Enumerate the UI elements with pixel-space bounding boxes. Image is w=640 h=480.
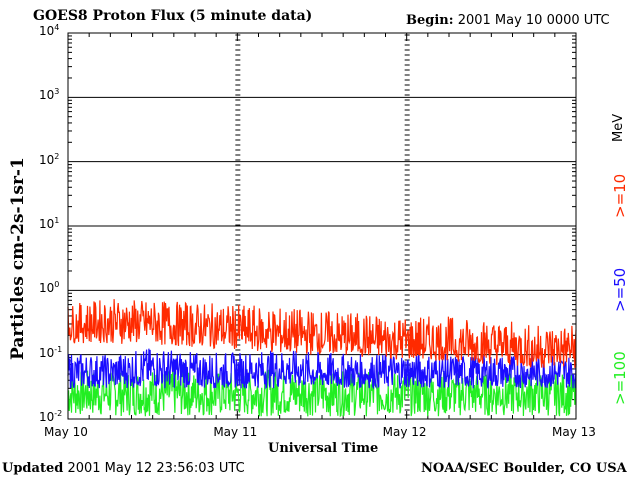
y-tick-base: 10: [39, 24, 55, 38]
series-line-10: [67, 299, 577, 368]
series-line-50: [67, 348, 577, 390]
legend-item: >=50: [611, 267, 629, 312]
y-tick-exponent: 3: [54, 87, 60, 97]
y-tick-exponent: -2: [54, 409, 63, 418]
series-layer: [67, 299, 577, 418]
y-tick-label: 104: [39, 23, 59, 38]
y-tick-base: 10: [39, 345, 55, 360]
x-tick-label: May 10: [44, 425, 88, 439]
y-tick-base: 10: [39, 410, 55, 424]
chart-title: GOES8 Proton Flux (5 minute data): [33, 8, 313, 24]
legend-item: >=10: [611, 173, 629, 218]
y-tick-exponent: 4: [54, 23, 60, 32]
y-tick-label: 101: [39, 216, 59, 231]
y-tick-label: 102: [39, 152, 59, 167]
y-tick-base: 10: [39, 152, 55, 167]
updated-value: 2001 May 12 23:56:03 UTC: [67, 461, 245, 476]
y-tick-label: 10-2: [39, 409, 62, 424]
y-axis-title: Particles cm-2s-1sr-1: [8, 157, 28, 360]
legend-unit: MeV: [611, 113, 626, 142]
y-tick-label: 10-1: [39, 345, 62, 360]
y-tick-label: 103: [39, 87, 59, 102]
y-tick-exponent: 1: [54, 216, 60, 225]
updated-info: Updated 2001 May 12 23:56:03 UTC: [2, 461, 245, 476]
credit-text: NOAA/SEC Boulder, CO USA: [421, 461, 627, 476]
y-tick-base: 10: [39, 217, 55, 231]
begin-value: 2001 May 10 0000 UTC: [457, 13, 610, 28]
begin-info: Begin: 2001 May 10 0000 UTC: [406, 13, 610, 28]
x-tick-label: May 13: [552, 425, 596, 439]
grid-layer: [67, 33, 577, 419]
y-tick-exponent: 0: [54, 280, 60, 290]
x-axis-title: Universal Time: [268, 441, 379, 456]
x-tick-label: May 11: [213, 425, 258, 439]
plot-frame: [67, 32, 577, 420]
y-tick-exponent: -1: [54, 344, 63, 354]
y-axis-title-text: Particles cm-2s-1sr-1: [8, 157, 28, 360]
y-tick-exponent: 2: [54, 151, 60, 161]
y-tick-base: 10: [39, 281, 55, 296]
legend-item: >=100: [611, 351, 629, 405]
updated-label: Updated: [2, 461, 64, 476]
begin-label: Begin:: [406, 13, 454, 28]
y-tick-base: 10: [39, 88, 55, 103]
y-tick-label: 100: [39, 280, 59, 295]
x-tick-label: May 12: [382, 425, 427, 439]
